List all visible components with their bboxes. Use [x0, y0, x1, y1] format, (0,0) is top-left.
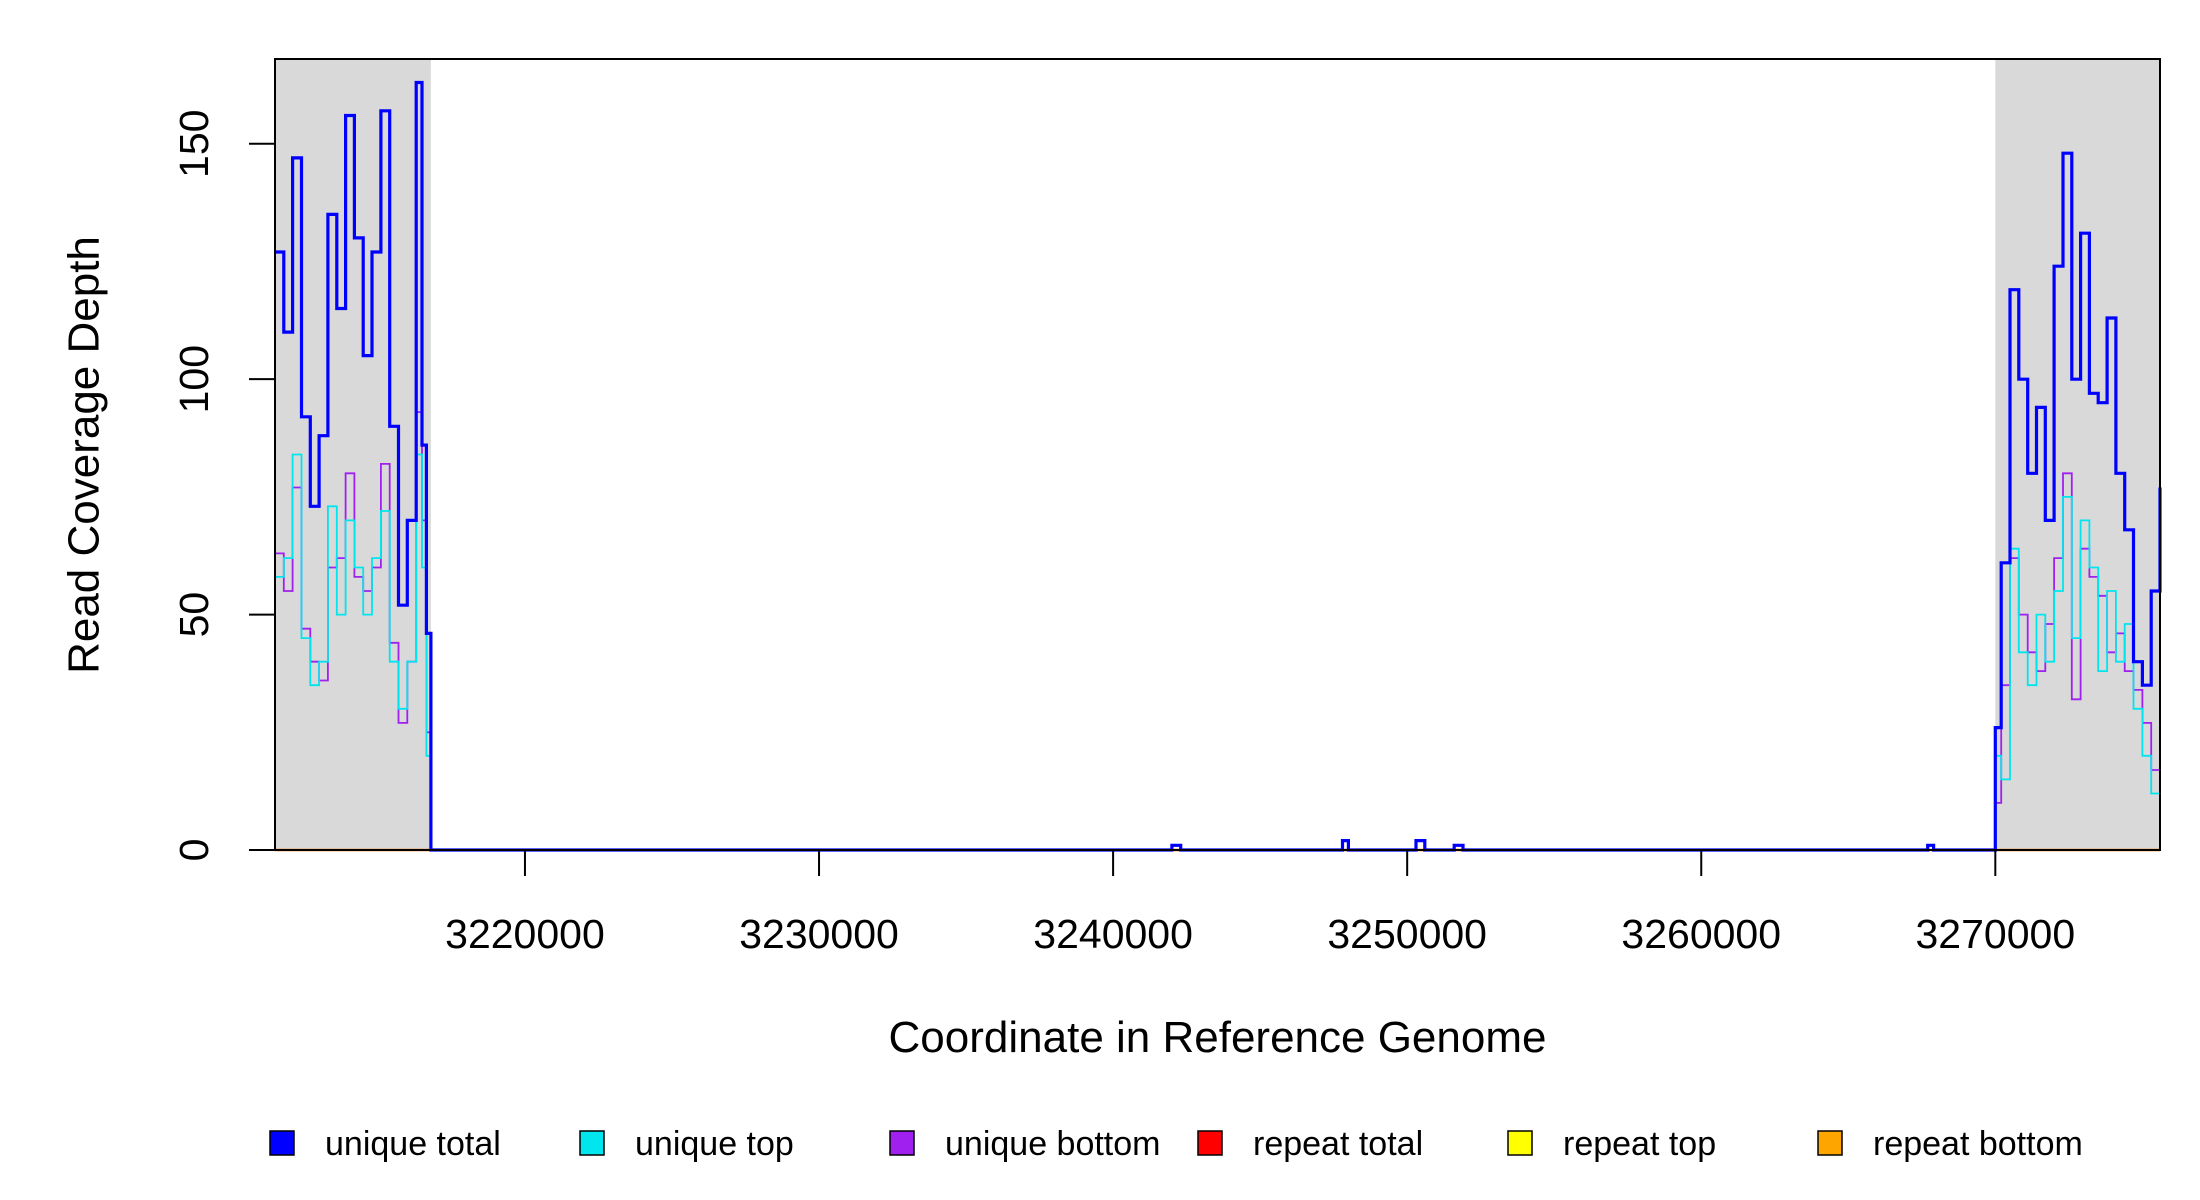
- series-lines: [275, 80, 2162, 852]
- legend-swatch-unique-bottom: [889, 1130, 915, 1156]
- y-axis-title: Read Coverage Depth: [60, 236, 109, 674]
- axes: 3220000 3230000 3240000 3250000 3260000 32700…: [171, 110, 2075, 957]
- legend: unique total unique top unique bottom repea…: [269, 1125, 2083, 1163]
- legend-swatch-unique-top: [579, 1130, 605, 1156]
- plot-frame: [274, 58, 2161, 851]
- y-tick-label: 100: [171, 345, 217, 413]
- legend-label-repeat-total: repeat total: [1253, 1125, 1423, 1163]
- x-axis-title: Coordinate in Reference Genome: [889, 1013, 1547, 1062]
- shaded-region-1: [1995, 59, 2160, 850]
- y-tick-label: 150: [171, 110, 217, 178]
- x-tick-label: 3250000: [1327, 911, 1487, 957]
- x-tick-label: 3230000: [739, 911, 899, 957]
- legend-swatch-repeat-top: [1507, 1130, 1533, 1156]
- y-tick-label: 50: [171, 592, 217, 638]
- series-line-unique-bottom: [275, 411, 2161, 851]
- x-tick-label: 3260000: [1621, 911, 1781, 957]
- y-tick-label: 0: [171, 839, 217, 862]
- legend-label-repeat-top: repeat top: [1563, 1125, 1716, 1163]
- x-tick-label: 3220000: [445, 911, 605, 957]
- legend-label-unique-top: unique top: [635, 1125, 794, 1163]
- legend-label-repeat-bottom: repeat bottom: [1873, 1125, 2083, 1163]
- legend-label-unique-total: unique total: [325, 1125, 501, 1163]
- shaded-regions: [275, 59, 2160, 850]
- x-tick-label: 3240000: [1033, 911, 1193, 957]
- legend-swatch-repeat-total: [1197, 1130, 1223, 1156]
- legend-label-unique-bottom: unique bottom: [945, 1125, 1161, 1163]
- legend-swatch-unique-total: [269, 1130, 295, 1156]
- series-line-unique-total: [275, 80, 2162, 852]
- x-tick-label: 3270000: [1916, 911, 2076, 957]
- series-line-unique-top: [275, 453, 2161, 851]
- legend-swatch-repeat-bottom: [1817, 1130, 1843, 1156]
